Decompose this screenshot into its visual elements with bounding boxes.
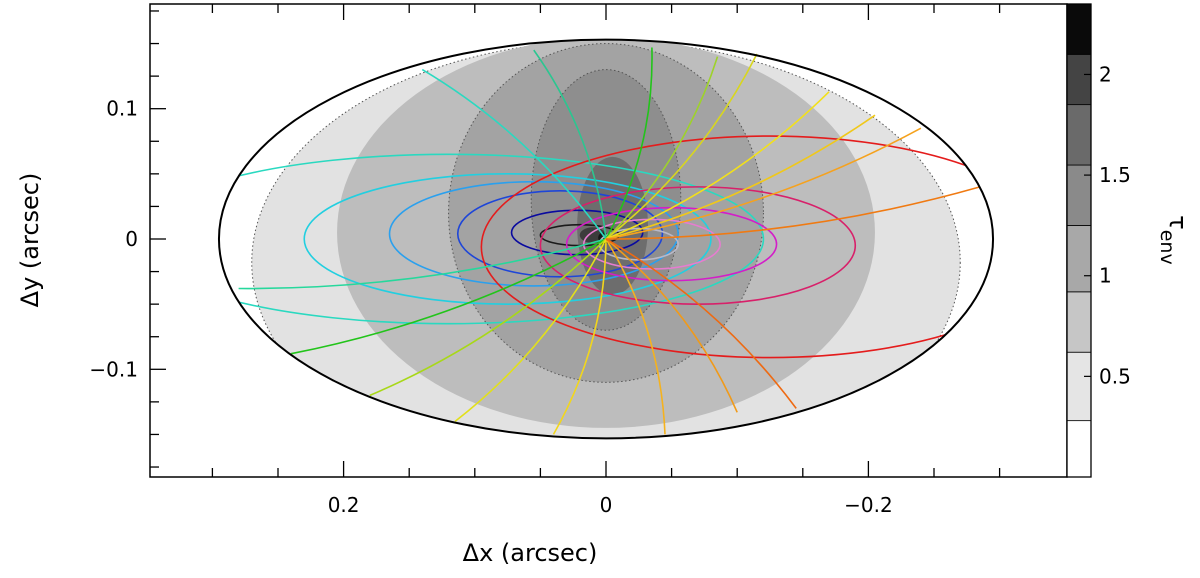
field-ray-5 [605, 91, 830, 240]
colorbar-bin-2 [1066, 291, 1092, 353]
field-ray-12 [454, 238, 607, 423]
svg-text:τenv: τenv [1156, 215, 1192, 264]
field-ray-4 [605, 53, 758, 240]
colorbar-tick-label: 2 [1099, 62, 1112, 86]
field-ray-1 [533, 49, 607, 240]
x-tick-label: −0.2 [844, 493, 893, 517]
colorbar-bin-4 [1066, 164, 1092, 226]
field-loops [218, 135, 994, 359]
field-loop-2 [456, 189, 664, 278]
colorbar-bin-5 [1066, 104, 1092, 166]
y-axis-title: Δy (arcsec) [16, 173, 44, 308]
y-axis-ticks: 0.1 0 −0.1 [89, 10, 166, 468]
colorbar-title-symbol: τ [1164, 215, 1192, 229]
colorbar-bin-1 [1066, 351, 1092, 422]
field-ray-0 [421, 68, 607, 240]
field-ray-8 [605, 186, 981, 240]
y-tick-label: −0.1 [89, 357, 138, 381]
x-tick-label: 0.2 [328, 493, 360, 517]
y-tick-label: 0 [125, 227, 138, 251]
colorbar-tick-label: 1 [1099, 264, 1112, 288]
field-ray-6 [605, 114, 876, 240]
field-ray-3 [605, 56, 719, 240]
x-axis-title: Δx (arcsec) [463, 539, 598, 567]
field-ray-2 [605, 47, 653, 240]
field-loop-5 [218, 153, 765, 325]
colorbar-frame [1066, 3, 1092, 478]
field-ray-14 [605, 238, 666, 435]
outer-ellipse [217, 38, 995, 440]
field-ray-7 [605, 127, 922, 240]
x-axis-ticks: 0.2 0 −0.2 [211, 4, 1001, 517]
field-ray-9 [238, 238, 607, 290]
colorbar-bin-7 [1066, 3, 1092, 55]
colorbar-title: τenv [1156, 215, 1192, 264]
field-ray-15 [605, 238, 738, 413]
field-ray-10 [290, 238, 607, 355]
plot-area [217, 38, 995, 440]
colorbar-bin-6 [1066, 53, 1092, 106]
colorbar-bin-0 [1066, 420, 1092, 478]
field-loop-10 [480, 135, 994, 359]
y-tick-label: 0.1 [106, 97, 138, 121]
field-ray-11 [369, 238, 607, 397]
colorbar-bin-3 [1066, 225, 1092, 293]
field-loop-4 [303, 173, 712, 305]
colorbar-title-subscript: env [1156, 230, 1178, 265]
tau-regions [218, 39, 994, 439]
colorbar: 0.5 1 1.5 2 [1066, 3, 1131, 478]
colorbar-tick-label: 0.5 [1099, 364, 1131, 388]
field-ray-13 [552, 238, 607, 435]
field-ray-16 [605, 238, 797, 409]
field-loop-3 [388, 180, 679, 287]
colorbar-tick-label: 1.5 [1099, 163, 1131, 187]
field-rays [238, 47, 981, 435]
x-tick-label: 0 [600, 493, 613, 517]
